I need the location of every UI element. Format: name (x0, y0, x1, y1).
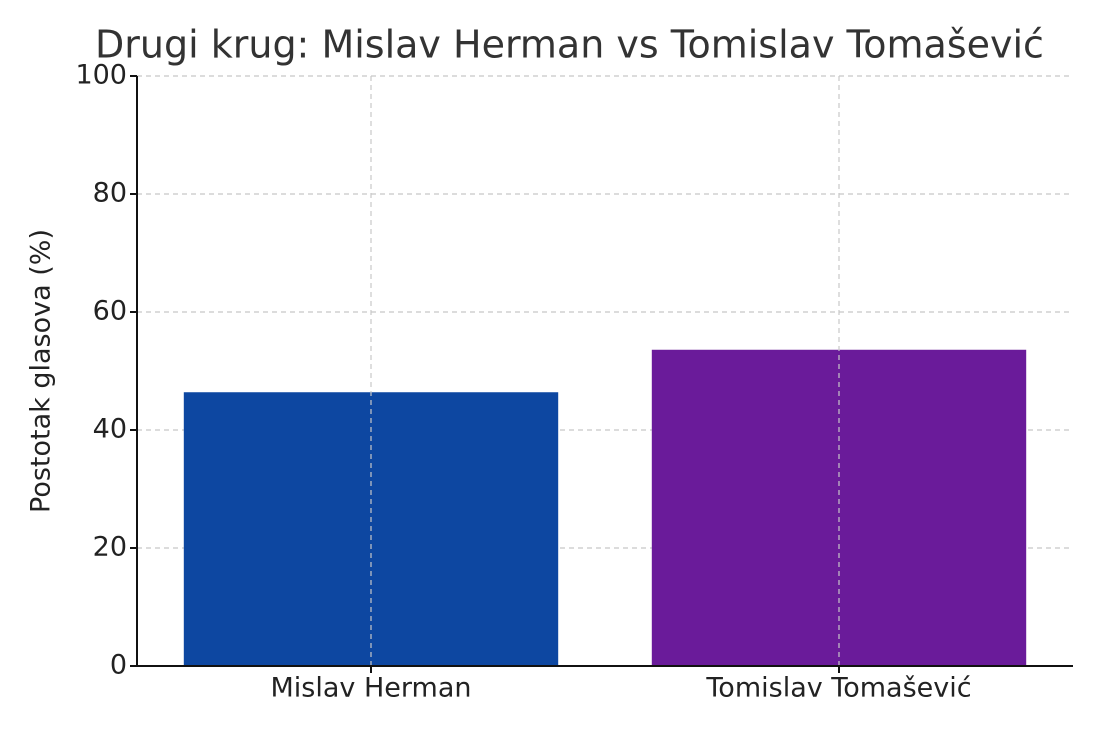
y-tick-label: 20 (93, 532, 127, 563)
y-tick-label: 100 (75, 60, 127, 91)
y-tick-label: 40 (93, 414, 127, 445)
chart-title: Drugi krug: Mislav Herman vs Tomislav To… (95, 23, 1044, 67)
y-tick-label: 80 (93, 178, 127, 209)
y-axis-label: Postotak glasova (%) (26, 229, 57, 513)
x-tick-label: Tomislav Tomašević (705, 673, 971, 704)
y-tick-label: 0 (110, 650, 127, 681)
x-tick-label: Mislav Herman (271, 673, 472, 704)
y-tick-label: 60 (93, 296, 127, 327)
